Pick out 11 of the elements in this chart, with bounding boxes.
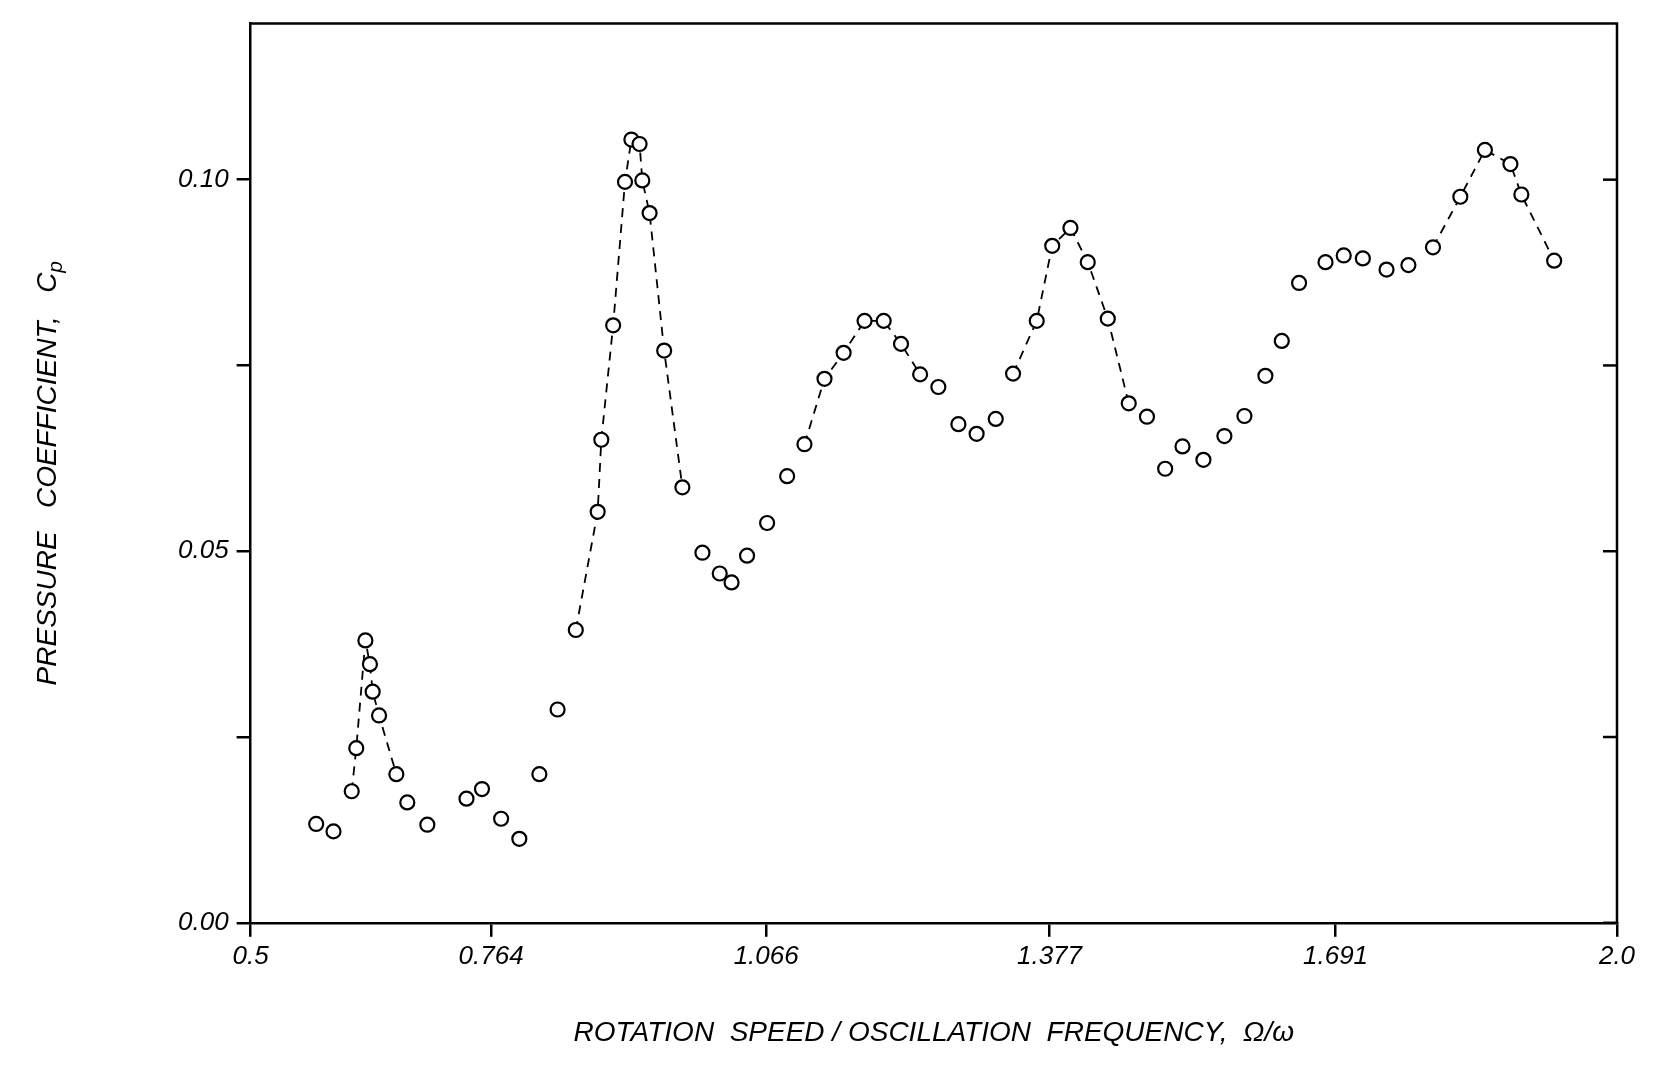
x-tick-label: 2.0 [1597,939,1636,970]
x-tick-label: 1.691 [1302,939,1369,970]
x-axis-title: ROTATION SPEED / OSCILLATION FREQUENCY, Ω/ω [573,1015,1295,1047]
y-tick-label: 0.00 [177,906,230,937]
x-tick-label: 0.764 [458,939,524,970]
x-tick-label: 1.377 [1016,939,1084,970]
y-tick-label: 0.05 [177,534,230,565]
y-axis-title: PRESSURE COEFFICIENT, Cp [30,260,67,686]
x-tick-label: 0.5 [232,939,270,970]
x-tick-label: 1.066 [733,939,800,970]
y-tick-label: 0.10 [177,162,230,193]
